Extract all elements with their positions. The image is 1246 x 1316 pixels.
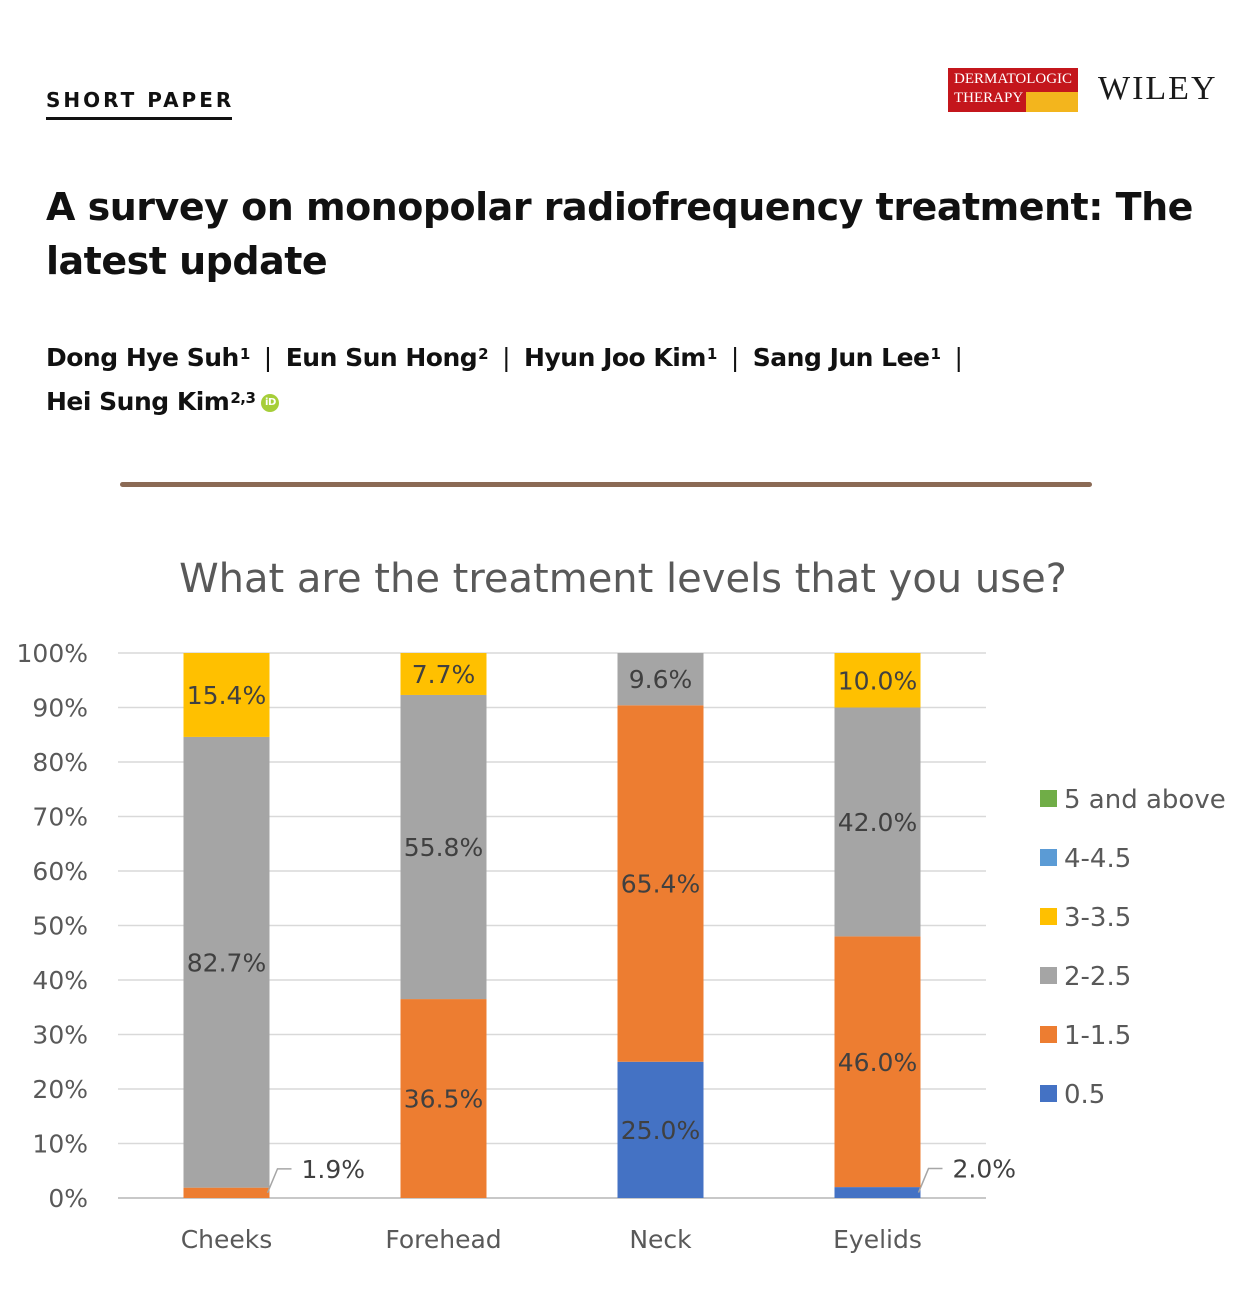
y-tick-label: 90%	[32, 694, 88, 723]
data-label: 7.7%	[412, 660, 476, 689]
author-name: Hei Sung Kim2,3 iD	[46, 387, 280, 416]
legend-label: 2-2.5	[1064, 962, 1131, 992]
publisher-logo: WILEY	[1098, 70, 1218, 107]
x-tick-label: Eyelids	[833, 1225, 922, 1254]
data-label: 65.4%	[621, 870, 700, 899]
legend-label: 5 and above	[1064, 785, 1226, 815]
journal-logo-line1: DERMATOLOGIC	[954, 71, 1073, 87]
journal-logo-accent	[1026, 92, 1078, 112]
bar-segment	[617, 705, 704, 1062]
legend-swatch	[1040, 1026, 1057, 1043]
article-title: A survey on monopolar radiofrequency tre…	[46, 185, 1193, 283]
legend-label: 0.5	[1064, 1080, 1105, 1110]
journal-logo-line2: THERAPY	[954, 90, 1024, 106]
bar-segment	[183, 1187, 270, 1198]
author-separator: |	[954, 343, 963, 372]
author-name: Hyun Joo Kim1	[524, 343, 717, 372]
section-label: SHORT PAPER	[46, 88, 235, 112]
y-tick-label: 80%	[32, 748, 88, 777]
bar-segment	[617, 653, 704, 706]
legend-label: 3-3.5	[1064, 903, 1131, 933]
journal-logo: DERMATOLOGIC THERAPY	[948, 68, 1078, 112]
bar-segment	[834, 1187, 921, 1198]
bar-segment	[834, 936, 921, 1188]
bar-segment	[834, 653, 921, 708]
bar-segment	[834, 707, 921, 937]
data-label: 1.9%	[302, 1155, 366, 1184]
data-label: 42.0%	[838, 808, 917, 837]
author-separator: |	[263, 343, 272, 372]
data-label: 46.0%	[838, 1048, 917, 1077]
y-tick-label: 10%	[32, 1130, 88, 1159]
y-tick-label: 40%	[32, 966, 88, 995]
leader-line	[266, 1168, 292, 1194]
author-name: Dong Hye Suh1	[46, 343, 250, 372]
legend-swatch	[1040, 1085, 1057, 1102]
data-label: 55.8%	[404, 833, 483, 862]
x-tick-label: Neck	[629, 1225, 692, 1254]
data-label: 25.0%	[621, 1116, 700, 1145]
leader-line	[917, 1167, 943, 1193]
author-list: Dong Hye Suh1 | Eun Sun Hong2 | Hyun Joo Kim…	[46, 336, 1146, 424]
section-label-underline	[46, 117, 232, 120]
author-separator: |	[502, 343, 511, 372]
author-name: Eun Sun Hong2	[285, 343, 489, 372]
bar-segment	[400, 653, 487, 695]
y-tick-label: 30%	[32, 1021, 88, 1050]
y-tick-label: 0%	[48, 1184, 88, 1213]
y-tick-label: 100%	[17, 639, 88, 668]
stacked-bar-chart: 0% 10% 20% 30% 40% 50% 60% 70% 80% 90% 100% 1.9% 82.…	[17, 639, 1226, 1254]
data-label: 15.4%	[187, 681, 266, 710]
section-divider	[120, 482, 1092, 487]
author-name: Sang Jun Lee1	[752, 343, 941, 372]
data-label: 2.0%	[953, 1155, 1017, 1184]
bar-segment	[183, 736, 270, 1188]
bar-segment	[400, 694, 487, 1000]
data-label: 82.7%	[187, 948, 266, 977]
legend-label: 1-1.5	[1064, 1021, 1131, 1051]
y-tick-label: 70%	[32, 803, 88, 832]
x-tick-label: Cheeks	[181, 1225, 273, 1254]
data-label: 9.6%	[629, 665, 693, 694]
legend-swatch	[1040, 967, 1057, 984]
data-label: 10.0%	[838, 666, 917, 695]
legend-swatch	[1040, 908, 1057, 925]
x-tick-label: Forehead	[385, 1225, 501, 1254]
y-tick-label: 60%	[32, 857, 88, 886]
bar-segment	[617, 1061, 704, 1198]
author-separator: |	[730, 343, 739, 372]
data-label: 36.5%	[404, 1085, 483, 1114]
bar-segment	[183, 653, 270, 737]
legend-swatch	[1040, 790, 1057, 807]
legend-swatch	[1040, 849, 1057, 866]
y-tick-label: 20%	[32, 1075, 88, 1104]
chart-title: What are the treatment levels that you u…	[179, 556, 1067, 602]
legend-label: 4-4.5	[1064, 844, 1131, 874]
orcid-icon[interactable]: iD	[261, 394, 280, 412]
bar-segment	[400, 999, 487, 1198]
y-tick-label: 50%	[32, 912, 88, 941]
